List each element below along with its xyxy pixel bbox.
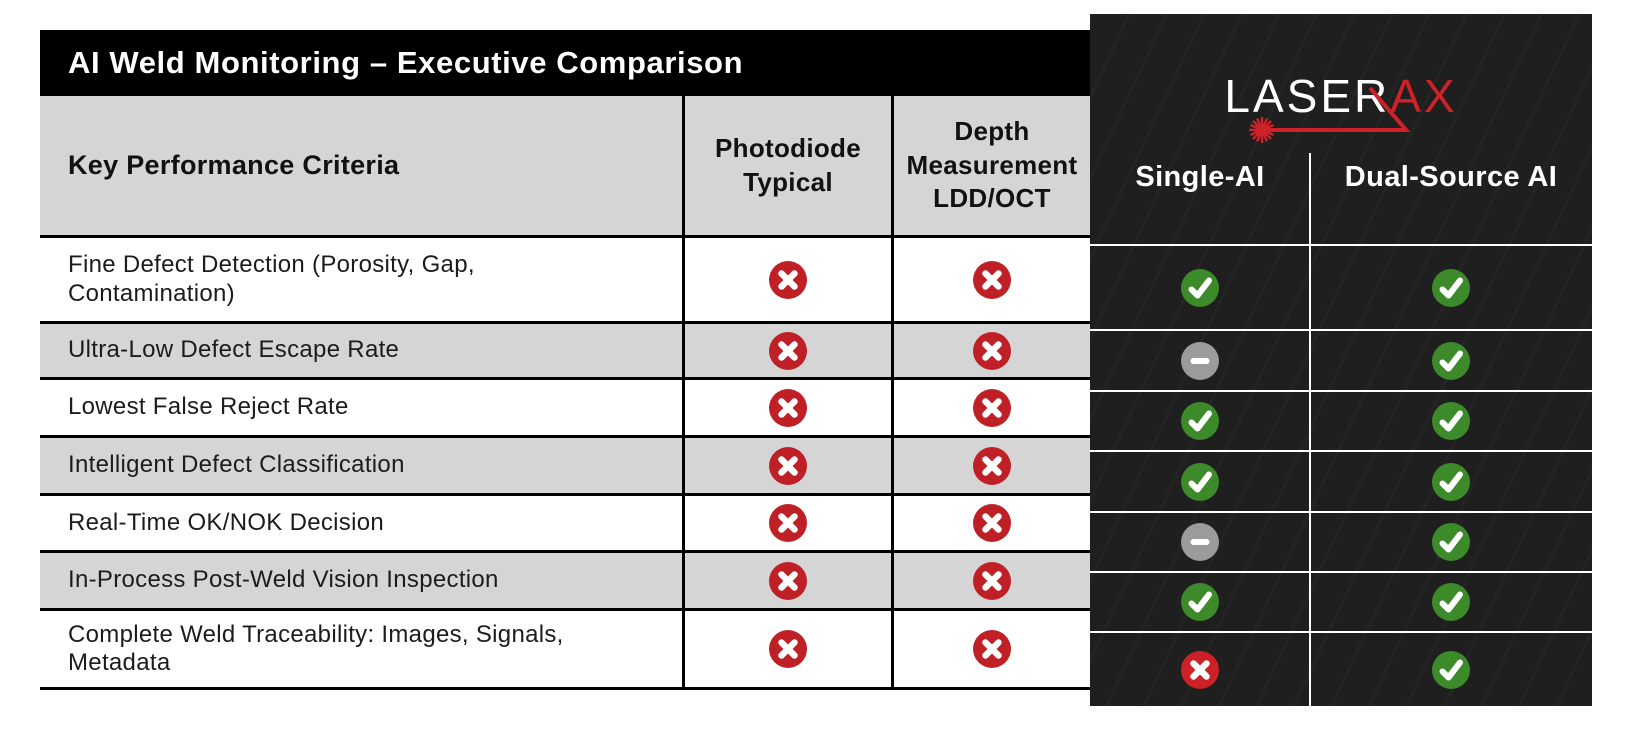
check-icon	[1181, 402, 1219, 440]
cross-icon	[973, 630, 1011, 668]
cell-depth	[891, 380, 1090, 435]
row-label: Fine Defect Detection (Porosity, Gap, Co…	[68, 251, 475, 307]
cell-dual-source-ai	[1310, 633, 1592, 706]
brand-panel: LASERAX Single-AI Dual-Source AI	[1090, 14, 1592, 706]
cell-photodiode	[682, 438, 891, 493]
cross-icon	[973, 561, 1011, 600]
cell-depth	[891, 238, 1090, 321]
svg-text:LASERAX: LASERAX	[1224, 70, 1457, 122]
laser-beam-line	[1262, 86, 1411, 132]
panel-header: LASERAX Single-AI Dual-Source AI	[1090, 14, 1592, 244]
check-icon	[1432, 650, 1470, 689]
cross-icon	[769, 260, 807, 299]
cell-depth	[891, 611, 1090, 687]
panel-row	[1090, 631, 1592, 706]
laserax-logo: LASERAX	[1224, 70, 1457, 143]
comparison-table: AI Weld Monitoring – Executive Compariso…	[40, 30, 1090, 690]
row-label: Real-Time OK/NOK Decision	[68, 508, 385, 536]
panel-body	[1090, 244, 1592, 706]
table-row: Complete Weld Traceability: Images, Sign…	[40, 608, 1090, 690]
check-icon	[1432, 268, 1470, 307]
check-icon	[1181, 583, 1219, 621]
cell-single-ai	[1090, 573, 1310, 631]
cell-dual-source-ai	[1310, 452, 1592, 511]
cell-single-ai	[1090, 452, 1310, 511]
row-label: Complete Weld Traceability: Images, Sign…	[68, 620, 564, 676]
table-row: Ultra-Low Defect Escape Rate	[40, 321, 1090, 377]
panel-column-divider	[1309, 153, 1311, 706]
check-icon	[1432, 402, 1470, 440]
cell-dual-source-ai	[1310, 246, 1592, 329]
cross-icon	[769, 331, 807, 370]
title-bar: AI Weld Monitoring – Executive Compariso…	[40, 30, 1090, 96]
row-label: Lowest False Reject Rate	[68, 393, 349, 421]
cross-icon	[973, 388, 1011, 427]
cell-depth	[891, 324, 1090, 377]
cell-dual-source-ai	[1310, 392, 1592, 450]
cell-depth	[891, 438, 1090, 493]
panel-row	[1090, 244, 1592, 329]
row-label: Intelligent Defect Classification	[68, 451, 405, 479]
cell-dual-source-ai	[1310, 573, 1592, 631]
column-header-photodiode: Photodiode Typical	[682, 96, 891, 235]
cell-photodiode	[682, 611, 891, 687]
check-icon	[1432, 583, 1470, 621]
panel-row	[1090, 390, 1592, 450]
table-row: Fine Defect Detection (Porosity, Gap, Co…	[40, 235, 1090, 321]
page-title: AI Weld Monitoring – Executive Compariso…	[68, 45, 744, 80]
cell-single-ai	[1090, 331, 1310, 390]
panel-row	[1090, 329, 1592, 390]
row-label: Ultra-Low Defect Escape Rate	[68, 336, 400, 364]
cross-icon	[1181, 650, 1219, 689]
cell-single-ai	[1090, 392, 1310, 450]
column-header-depth: Depth Measurement LDD/OCT	[891, 96, 1090, 235]
cell-photodiode	[682, 238, 891, 321]
check-icon	[1432, 341, 1470, 380]
panel-row	[1090, 450, 1592, 511]
column-header-criteria: Key Performance Criteria	[68, 150, 400, 180]
cell-photodiode	[682, 380, 891, 435]
cell-single-ai	[1090, 246, 1310, 329]
cell-depth	[891, 496, 1090, 550]
dash-icon	[1181, 523, 1219, 561]
cross-icon	[769, 561, 807, 600]
table-body: Fine Defect Detection (Porosity, Gap, Co…	[40, 235, 1090, 690]
table-row: Real-Time OK/NOK Decision	[40, 493, 1090, 550]
cell-dual-source-ai	[1310, 513, 1592, 571]
cell-depth	[891, 553, 1090, 608]
logo-text-red: AX	[1390, 70, 1457, 122]
row-label: In-Process Post-Weld Vision Inspection	[68, 566, 499, 594]
cell-photodiode	[682, 553, 891, 608]
cross-icon	[769, 630, 807, 668]
laser-starburst-icon	[1249, 117, 1275, 143]
panel-row	[1090, 511, 1592, 571]
cell-photodiode	[682, 496, 891, 550]
cross-icon	[769, 446, 807, 485]
panel-column-headers: Single-AI Dual-Source AI	[1090, 142, 1592, 212]
check-icon	[1181, 462, 1219, 501]
dash-icon	[1181, 341, 1219, 380]
panel-row	[1090, 571, 1592, 631]
cross-icon	[973, 260, 1011, 299]
cross-icon	[973, 331, 1011, 370]
table-row: Intelligent Defect Classification	[40, 435, 1090, 493]
cell-single-ai	[1090, 513, 1310, 571]
column-header-single-ai: Single-AI	[1135, 160, 1265, 193]
table-header-row: Key Performance Criteria Photodiode Typi…	[40, 96, 1090, 235]
column-header-dual-source-ai: Dual-Source AI	[1344, 160, 1558, 193]
cell-photodiode	[682, 324, 891, 377]
cell-single-ai	[1090, 633, 1310, 706]
logo-text-white: LASER	[1224, 70, 1390, 122]
cross-icon	[973, 446, 1011, 485]
cross-icon	[973, 504, 1011, 542]
check-icon	[1181, 268, 1219, 307]
cell-dual-source-ai	[1310, 331, 1592, 390]
cross-icon	[769, 388, 807, 427]
table-row: Lowest False Reject Rate	[40, 377, 1090, 435]
table-row: In-Process Post-Weld Vision Inspection	[40, 550, 1090, 608]
cross-icon	[769, 504, 807, 542]
check-icon	[1432, 523, 1470, 561]
check-icon	[1432, 462, 1470, 501]
